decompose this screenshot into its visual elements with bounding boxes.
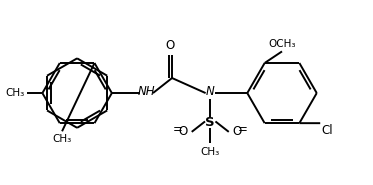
Text: CH₃: CH₃ xyxy=(6,88,25,98)
Text: CH₃: CH₃ xyxy=(201,147,220,157)
Text: =: = xyxy=(238,123,248,136)
Text: O: O xyxy=(233,125,242,138)
Text: OCH₃: OCH₃ xyxy=(268,38,296,48)
Text: O: O xyxy=(165,39,174,52)
Text: CH₃: CH₃ xyxy=(53,134,72,144)
Text: =: = xyxy=(173,123,183,136)
Text: O: O xyxy=(178,125,188,138)
Text: N: N xyxy=(206,85,214,98)
Text: NH: NH xyxy=(138,85,156,98)
Text: Cl: Cl xyxy=(322,124,333,137)
Text: S: S xyxy=(206,115,215,129)
